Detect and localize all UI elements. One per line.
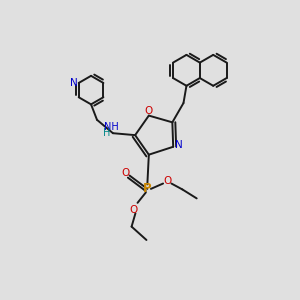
Text: H: H [103, 128, 110, 138]
Text: N: N [175, 140, 183, 150]
Text: O: O [164, 176, 172, 186]
Text: P: P [143, 182, 152, 195]
Text: NH: NH [104, 122, 119, 132]
Text: N: N [70, 78, 78, 88]
Text: O: O [144, 106, 152, 116]
Text: O: O [129, 205, 137, 215]
Text: O: O [121, 168, 129, 178]
